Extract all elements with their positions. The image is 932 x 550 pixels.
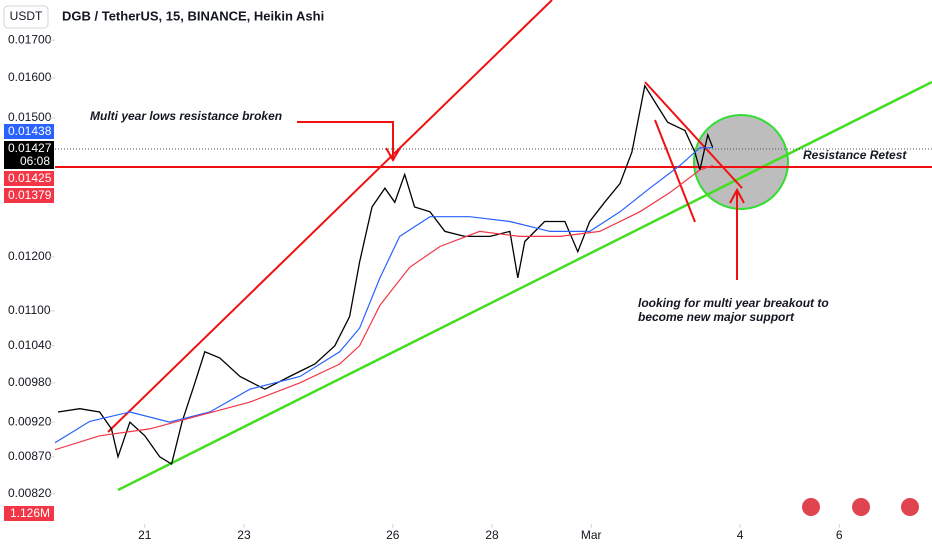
price-label-box <box>4 188 54 203</box>
x-tick-label: 21 <box>138 528 152 542</box>
support-line <box>117 80 932 492</box>
y-tick-label: 0.01100 <box>8 303 51 317</box>
y-tick-label: 0.01500 <box>8 110 52 124</box>
price-label-box <box>4 124 54 139</box>
x-tick-label: 28 <box>485 528 499 542</box>
annotation: Resistance Retest <box>803 148 907 162</box>
price-label: 0.01427 <box>8 141 52 155</box>
countdown: 06:08 <box>20 154 50 168</box>
annotation: looking for multi year breakout to <box>638 296 829 310</box>
x-tick-label: 23 <box>237 528 251 542</box>
wedge-line <box>644 81 743 189</box>
y-tick-label: 0.00870 <box>8 449 52 463</box>
y-tick-label: 0.01600 <box>8 70 52 84</box>
y-tick-label: 0.01040 <box>8 338 52 352</box>
x-tick-label: Mar <box>581 528 602 542</box>
event-icon[interactable] <box>802 498 820 516</box>
event-icon[interactable] <box>852 498 870 516</box>
price-line <box>55 147 713 444</box>
volume-label-box <box>4 506 54 521</box>
arrow-head <box>385 147 401 162</box>
annotation: Multi year lows resistance broken <box>90 109 282 123</box>
arrow-head <box>729 187 745 204</box>
price-label: 0.01425 <box>8 171 52 185</box>
price-line <box>57 83 714 466</box>
drawings <box>55 0 932 492</box>
annotation: become new major support <box>638 310 795 324</box>
series-layer <box>55 83 714 466</box>
x-tick-label: 26 <box>386 528 400 542</box>
currency[interactable]: USDT <box>10 9 43 23</box>
retest-circle <box>693 114 789 210</box>
y-tick-label: 0.01700 <box>8 32 52 46</box>
price-label-box <box>4 171 54 186</box>
price-line <box>55 164 713 451</box>
y-tick-label: 0.01200 <box>8 249 52 263</box>
trend-line <box>107 0 553 433</box>
y-tick-label: 0.00820 <box>8 486 52 500</box>
x-tick-label: 6 <box>836 528 843 542</box>
price-label-box <box>4 141 54 169</box>
y-tick-label: 0.00980 <box>8 375 52 389</box>
volume-label: 1.126M <box>10 506 50 520</box>
event-icons[interactable] <box>802 498 919 516</box>
price-label: 0.01438 <box>8 124 52 138</box>
wedge-line <box>654 119 696 223</box>
event-icon[interactable] <box>901 498 919 516</box>
x-tick-label: 4 <box>737 528 744 542</box>
y-tick-label: 0.00920 <box>8 414 52 428</box>
symbol-title: DGB / TetherUS, 15, BINANCE, Heikin Ashi <box>62 8 324 23</box>
arrow <box>297 121 394 158</box>
currency-box[interactable] <box>3 5 49 29</box>
price-label: 0.01379 <box>8 188 52 202</box>
